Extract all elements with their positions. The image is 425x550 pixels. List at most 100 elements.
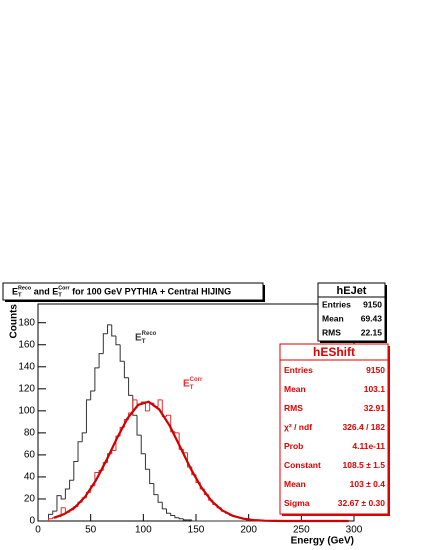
stats-value: 9150 bbox=[366, 365, 385, 375]
histogram-bin bbox=[166, 414, 171, 417]
stats-label: χ² / ndf bbox=[284, 422, 312, 432]
legend-reco-base: E bbox=[135, 333, 142, 344]
histogram-bin bbox=[98, 353, 104, 368]
histogram-bin bbox=[111, 324, 116, 337]
legend-reco-sub: T bbox=[142, 338, 146, 345]
histogram-bin bbox=[119, 344, 125, 362]
histogram-bin bbox=[178, 517, 184, 520]
y-axis-label: Counts bbox=[9, 304, 20, 339]
stats-label: Entries bbox=[284, 365, 313, 375]
title-symbol-base: E bbox=[12, 286, 18, 296]
histogram-bin bbox=[132, 399, 138, 414]
histogram-bin bbox=[182, 518, 188, 521]
histogram-bin bbox=[182, 449, 188, 454]
fit-curve bbox=[53, 400, 349, 523]
stats-box bbox=[317, 282, 386, 342]
legend-reco-sup: Reco bbox=[142, 331, 157, 337]
histogram-bin bbox=[153, 483, 159, 496]
y-tick-label: 100 bbox=[18, 405, 35, 416]
histogram-bin bbox=[144, 402, 150, 412]
stats-value: 32.67 ± 0.30 bbox=[338, 498, 385, 508]
x-tick-label: 0 bbox=[35, 525, 41, 536]
y-tick-label: 180 bbox=[18, 317, 35, 328]
histogram-bin bbox=[60, 495, 66, 500]
histogram-bin bbox=[161, 502, 167, 510]
histogram-bin bbox=[94, 367, 100, 392]
histogram-bin bbox=[73, 461, 79, 481]
stats-value: 108.5 ± 1.5 bbox=[343, 460, 386, 470]
histogram-bin bbox=[56, 495, 62, 512]
histogram-bin bbox=[81, 432, 87, 442]
y-tick-label: 20 bbox=[24, 494, 36, 505]
histogram-bin bbox=[107, 324, 112, 334]
histogram-bin bbox=[60, 507, 66, 517]
histogram-bin bbox=[48, 518, 53, 521]
histogram-bin bbox=[174, 431, 180, 434]
histogram-bin bbox=[174, 515, 180, 519]
title-symbol-sub: T bbox=[58, 293, 62, 299]
x-tick-label: 50 bbox=[85, 525, 97, 536]
title-symbol-base: E bbox=[52, 286, 58, 296]
title-text: for 100 GeV PYTHIA + Central HIJING bbox=[70, 286, 231, 296]
y-tick-label: 60 bbox=[24, 450, 36, 461]
title-symbol-sub: T bbox=[18, 293, 22, 299]
stats-value: 22.15 bbox=[361, 327, 383, 337]
y-tick-label: 140 bbox=[18, 361, 35, 372]
x-tick-label: 250 bbox=[293, 525, 310, 536]
stats-label: Constant bbox=[284, 460, 321, 470]
x-tick-label: 300 bbox=[346, 525, 363, 536]
histogram-bin bbox=[48, 513, 53, 521]
stats-value: 103.1 bbox=[364, 384, 386, 394]
stats-label: RMS bbox=[284, 403, 303, 413]
x-axis-label: Energy (GeV) bbox=[291, 536, 354, 547]
title-symbol-sup: Corr bbox=[58, 285, 70, 291]
stats-label: Mean bbox=[284, 384, 306, 394]
title-symbol-sup: Reco bbox=[18, 285, 32, 291]
histogram-bin bbox=[157, 399, 163, 407]
stats-title: hEShift bbox=[313, 345, 355, 359]
histogram-bin bbox=[77, 441, 83, 462]
stats-value: 32.91 bbox=[364, 403, 386, 413]
histogram-bin bbox=[170, 513, 175, 516]
histogram-bin bbox=[166, 508, 171, 514]
stats-box bbox=[279, 343, 389, 515]
stats-label: Mean bbox=[322, 313, 344, 323]
histogram-bin bbox=[69, 479, 74, 490]
histogram-bin bbox=[157, 494, 163, 503]
histogram-bin bbox=[149, 469, 154, 485]
histogram-bin bbox=[102, 333, 108, 354]
y-tick-label: 40 bbox=[24, 472, 36, 483]
legend-corr-sub: T bbox=[190, 384, 194, 391]
stats-value: 9150 bbox=[363, 299, 382, 309]
histogram-bin bbox=[140, 435, 146, 455]
histogram-bin bbox=[115, 335, 121, 346]
stats-label: Entries bbox=[322, 299, 351, 309]
histogram-bin bbox=[161, 399, 167, 417]
stats-title: hEJet bbox=[337, 285, 367, 297]
title-box bbox=[2, 282, 264, 301]
histogram-bin bbox=[191, 519, 196, 522]
legend-corr-sup: Corr bbox=[190, 377, 203, 383]
histogram-bin bbox=[90, 390, 95, 400]
y-tick-label: 120 bbox=[18, 383, 35, 394]
stats-label: RMS bbox=[322, 327, 341, 337]
y-tick-label: 80 bbox=[24, 428, 36, 439]
histogram-bin bbox=[52, 510, 57, 515]
stats-value: 4.11e-11 bbox=[352, 441, 385, 451]
histogram-bin bbox=[136, 415, 142, 436]
histogram-bin bbox=[144, 453, 150, 470]
stats-value: 103 ± 0.4 bbox=[350, 479, 386, 489]
legend-corr-base: E bbox=[183, 379, 190, 390]
y-tick-label: 0 bbox=[29, 516, 35, 527]
stats-label: Mean bbox=[284, 479, 306, 489]
histogram-bin bbox=[123, 361, 129, 379]
y-tick-label: 160 bbox=[18, 339, 35, 350]
x-tick-label: 100 bbox=[135, 525, 152, 536]
stats-value: 326.4 / 182 bbox=[342, 422, 385, 432]
x-tick-label: 200 bbox=[240, 525, 257, 536]
title-text: and bbox=[31, 286, 52, 296]
stats-label: Prob bbox=[284, 441, 303, 451]
histogram-bin bbox=[64, 488, 70, 499]
stats-value: 69.43 bbox=[361, 313, 383, 323]
